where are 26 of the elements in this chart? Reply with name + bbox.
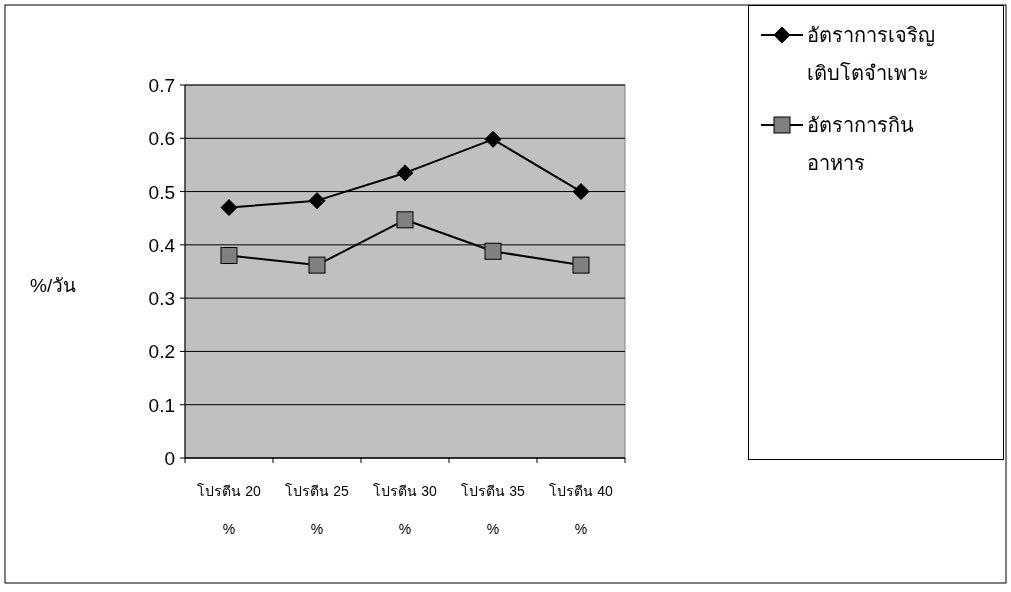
y-tick-label: 0.7 bbox=[148, 75, 175, 96]
point bbox=[220, 199, 238, 217]
point bbox=[484, 242, 502, 260]
category-label: โปรตีน 25 % bbox=[285, 483, 349, 537]
category-label: โปรตีน 40 % bbox=[549, 483, 613, 537]
point bbox=[396, 211, 414, 229]
point bbox=[396, 164, 414, 182]
point bbox=[572, 183, 590, 201]
y-tick-label: 0.3 bbox=[148, 288, 175, 310]
y-tick-label: 0.1 bbox=[148, 394, 175, 416]
y-axis-title: %/วัน bbox=[30, 274, 77, 296]
y-tick-label: 0.4 bbox=[148, 234, 176, 256]
y-tick-label: 0.6 bbox=[148, 128, 175, 150]
point bbox=[220, 247, 238, 265]
legend-label: อัตราการเจริญเติบโตจำเพาะ bbox=[807, 23, 936, 86]
point bbox=[572, 256, 590, 274]
category-label: โปรตีน 30 % bbox=[373, 483, 437, 537]
category-label: โปรตีน 35 % bbox=[461, 483, 525, 537]
legend-label: อัตราการกินอาหาร bbox=[807, 113, 915, 176]
point bbox=[308, 192, 326, 210]
y-tick-label: 0.5 bbox=[148, 181, 175, 203]
y-tick-label: 0 bbox=[164, 448, 175, 469]
point bbox=[484, 130, 502, 148]
y-tick-label: 0.2 bbox=[148, 341, 175, 363]
category-label: โปรตีน 20 % bbox=[197, 483, 261, 537]
point bbox=[308, 256, 326, 274]
